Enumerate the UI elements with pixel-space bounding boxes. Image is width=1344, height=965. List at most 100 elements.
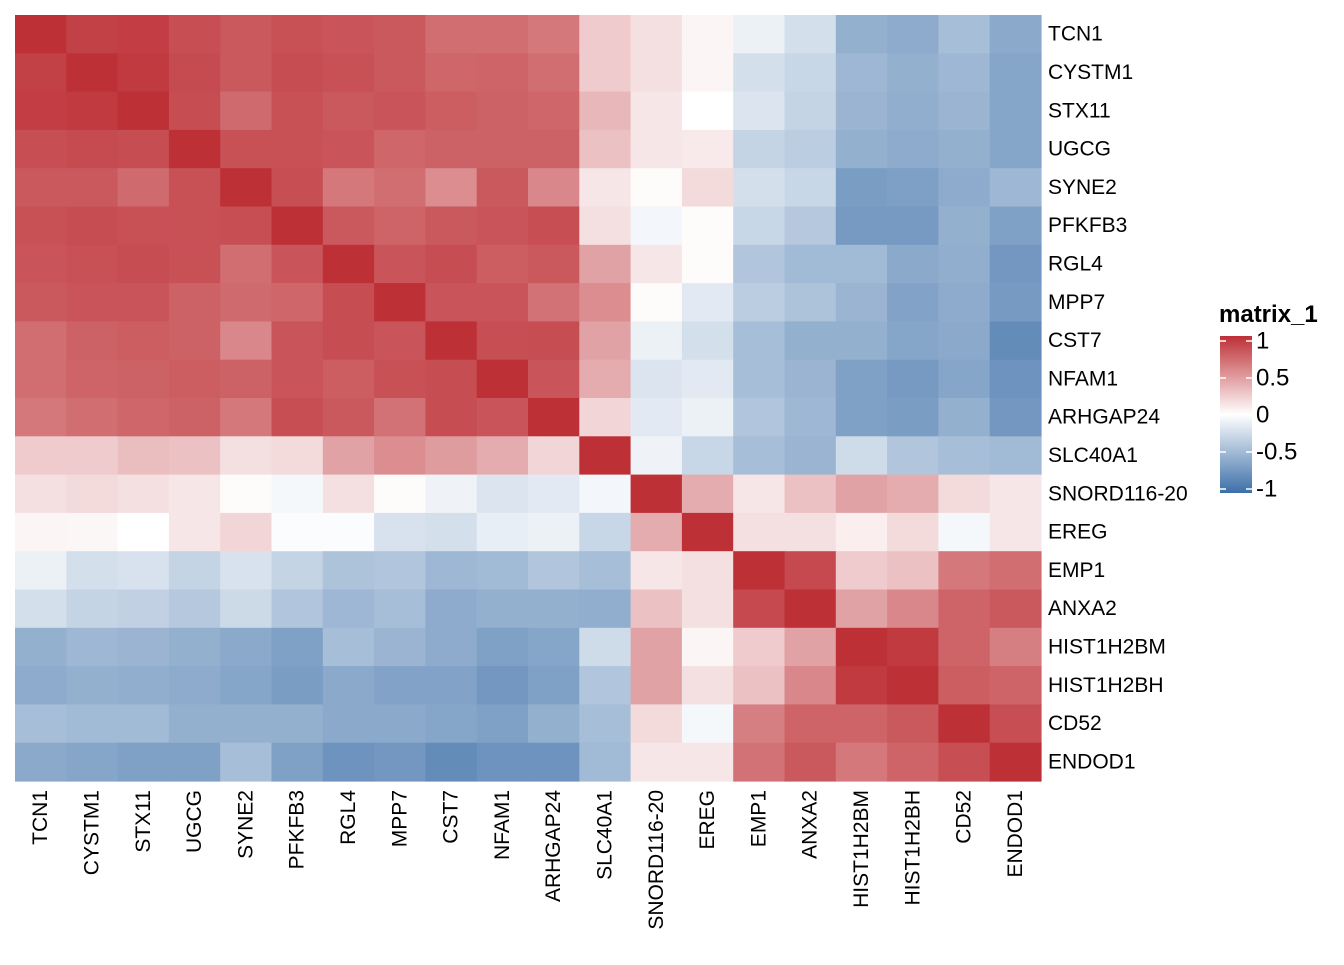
heatmap-cell xyxy=(322,321,375,361)
heatmap-cell xyxy=(887,129,939,169)
heatmap-cell xyxy=(15,704,67,744)
heatmap-cell xyxy=(887,91,939,131)
heatmap-cell xyxy=(15,15,67,54)
heatmap-cell xyxy=(168,321,221,361)
legend-tick-label: 0 xyxy=(1256,402,1269,429)
heatmap-cell xyxy=(733,53,786,93)
heatmap-cell xyxy=(374,704,426,744)
heatmap-cell xyxy=(117,704,170,744)
heatmap-cell xyxy=(528,206,580,246)
heatmap-cell xyxy=(374,244,426,284)
heatmap-cell xyxy=(117,589,170,629)
heatmap-cell xyxy=(425,704,478,744)
heatmap-cell xyxy=(15,129,67,169)
heatmap-cell xyxy=(579,129,632,169)
heatmap-cell xyxy=(579,398,632,437)
heatmap-cell xyxy=(579,244,632,284)
row-label: MPP7 xyxy=(1048,291,1105,314)
heatmap-cell xyxy=(579,627,632,667)
heatmap-cell xyxy=(835,474,888,514)
heatmap-cell xyxy=(168,474,221,514)
heatmap-cell xyxy=(579,206,632,246)
heatmap-cell xyxy=(630,666,683,705)
heatmap-cell xyxy=(835,589,888,629)
heatmap-cell xyxy=(271,91,324,131)
heatmap-cell xyxy=(733,551,786,591)
heatmap-cell xyxy=(476,91,529,131)
legend-tick-label: 1 xyxy=(1256,328,1269,355)
heatmap-cell xyxy=(168,627,221,667)
heatmap-cell xyxy=(476,53,529,93)
heatmap-cell xyxy=(938,589,991,629)
heatmap-cell xyxy=(630,168,683,208)
heatmap-cell xyxy=(220,704,273,744)
heatmap-cell xyxy=(220,666,273,705)
heatmap-cell xyxy=(476,283,529,322)
heatmap-cell xyxy=(733,627,786,667)
heatmap-cell xyxy=(15,321,67,361)
heatmap-cell xyxy=(117,244,170,284)
heatmap-cell xyxy=(938,15,991,54)
row-label: EREG xyxy=(1048,521,1108,544)
heatmap-cell xyxy=(579,742,632,782)
heatmap-cell xyxy=(989,206,1042,246)
heatmap-cell xyxy=(784,589,837,629)
heatmap-cell xyxy=(835,53,888,93)
heatmap-cell xyxy=(681,206,734,246)
heatmap-cell xyxy=(374,283,426,322)
heatmap-cell xyxy=(66,551,119,591)
row-label: ENDOD1 xyxy=(1048,750,1136,773)
heatmap-cell xyxy=(528,742,580,782)
heatmap-cell xyxy=(374,206,426,246)
heatmap-cell xyxy=(271,15,324,54)
heatmap-cell xyxy=(835,168,888,208)
heatmap-cell xyxy=(733,283,786,322)
heatmap-cell xyxy=(66,91,119,131)
heatmap-cell xyxy=(168,91,221,131)
heatmap-cell xyxy=(887,474,939,514)
heatmap-cell xyxy=(271,53,324,93)
heatmap-cell xyxy=(66,589,119,629)
legend-tick-label: -0.5 xyxy=(1256,439,1297,466)
heatmap-cell xyxy=(425,15,478,54)
heatmap-cell xyxy=(15,91,67,131)
heatmap-cell xyxy=(117,551,170,591)
heatmap-cell xyxy=(938,666,991,705)
row-label: HIST1H2BM xyxy=(1048,635,1166,658)
heatmap-cell xyxy=(425,321,478,361)
heatmap-cell xyxy=(681,666,734,705)
heatmap-cell xyxy=(476,129,529,169)
heatmap-cell xyxy=(66,436,119,476)
heatmap-cell xyxy=(425,589,478,629)
heatmap-cell xyxy=(938,474,991,514)
heatmap-cell xyxy=(579,283,632,322)
column-label: SYNE2 xyxy=(234,790,257,859)
heatmap-cell xyxy=(784,53,837,93)
column-label: CD52 xyxy=(953,790,976,844)
heatmap-cell xyxy=(681,91,734,131)
heatmap-cell xyxy=(989,627,1042,667)
heatmap-cell xyxy=(168,53,221,93)
heatmap-cell xyxy=(476,398,529,437)
column-label: TCN1 xyxy=(29,790,52,845)
heatmap-cell xyxy=(733,704,786,744)
heatmap-cell xyxy=(476,168,529,208)
heatmap-cell xyxy=(733,168,786,208)
heatmap-cell xyxy=(784,206,837,246)
heatmap-cell xyxy=(835,512,888,552)
heatmap-cell xyxy=(117,666,170,705)
heatmap-cell xyxy=(220,551,273,591)
heatmap-cell xyxy=(528,244,580,284)
heatmap-cell xyxy=(322,512,375,552)
heatmap-cell xyxy=(938,627,991,667)
heatmap-cell xyxy=(887,551,939,591)
heatmap-cell xyxy=(938,742,991,782)
heatmap-cell xyxy=(476,436,529,476)
heatmap-cell xyxy=(425,627,478,667)
heatmap-cell xyxy=(15,666,67,705)
heatmap-cell xyxy=(681,321,734,361)
heatmap-cell xyxy=(681,474,734,514)
row-label: CST7 xyxy=(1048,329,1102,352)
column-label: UGCG xyxy=(183,790,206,853)
